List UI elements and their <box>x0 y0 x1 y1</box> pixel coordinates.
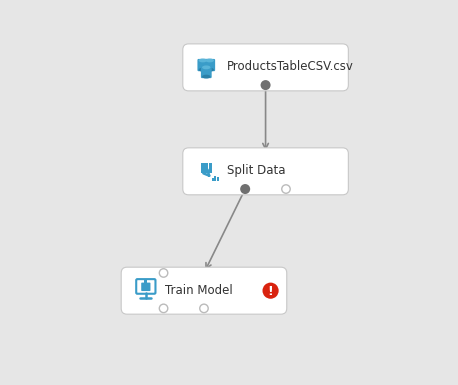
Circle shape <box>262 283 278 299</box>
Ellipse shape <box>202 65 211 69</box>
Circle shape <box>159 304 168 313</box>
FancyBboxPatch shape <box>141 283 151 291</box>
Bar <box>208 170 212 173</box>
Text: Split Data: Split Data <box>227 164 286 177</box>
Text: !: ! <box>268 285 273 298</box>
Ellipse shape <box>199 68 207 72</box>
Ellipse shape <box>199 59 207 62</box>
FancyBboxPatch shape <box>136 279 155 294</box>
FancyBboxPatch shape <box>183 44 349 91</box>
Bar <box>205 170 208 173</box>
Ellipse shape <box>206 59 214 62</box>
Text: ProductsTableCSV.csv: ProductsTableCSV.csv <box>227 60 354 74</box>
Circle shape <box>261 80 271 90</box>
Circle shape <box>282 185 290 193</box>
Bar <box>214 176 216 181</box>
Text: Train Model: Train Model <box>165 284 233 297</box>
Bar <box>144 280 147 283</box>
FancyBboxPatch shape <box>121 267 287 314</box>
Circle shape <box>200 304 208 313</box>
Bar <box>208 162 212 166</box>
Bar <box>201 166 205 169</box>
Bar <box>212 178 213 181</box>
Bar <box>208 166 212 169</box>
Bar <box>217 177 219 181</box>
FancyBboxPatch shape <box>183 148 349 195</box>
FancyBboxPatch shape <box>201 66 212 78</box>
Circle shape <box>159 269 168 277</box>
Bar <box>205 162 208 166</box>
Circle shape <box>240 184 250 194</box>
FancyBboxPatch shape <box>197 59 208 71</box>
Ellipse shape <box>202 75 211 79</box>
Bar <box>205 166 208 169</box>
Bar <box>201 162 205 166</box>
FancyBboxPatch shape <box>204 59 215 71</box>
Bar <box>201 170 205 173</box>
Ellipse shape <box>206 68 214 72</box>
